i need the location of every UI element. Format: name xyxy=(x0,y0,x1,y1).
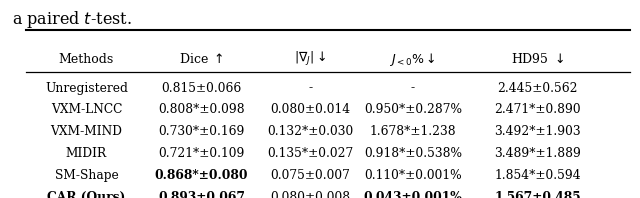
Text: 0.815±0.066: 0.815±0.066 xyxy=(161,82,242,95)
Text: MIDIR: MIDIR xyxy=(66,147,107,160)
Text: 0.132*±0.030: 0.132*±0.030 xyxy=(268,125,353,138)
Text: $|\nabla_J|\downarrow$: $|\nabla_J|\downarrow$ xyxy=(294,50,326,68)
Text: 1.567±0.485: 1.567±0.485 xyxy=(494,190,581,198)
Text: CAR (Ours): CAR (Ours) xyxy=(47,190,125,198)
Text: 1.678*±1.238: 1.678*±1.238 xyxy=(369,125,456,138)
Text: 0.080±0.008: 0.080±0.008 xyxy=(270,190,351,198)
Text: 0.730*±0.169: 0.730*±0.169 xyxy=(159,125,244,138)
Text: 0.808*±0.098: 0.808*±0.098 xyxy=(158,103,245,116)
Text: Unregistered: Unregistered xyxy=(45,82,128,95)
Text: 0.918*±0.538%: 0.918*±0.538% xyxy=(364,147,462,160)
Text: 0.950*±0.287%: 0.950*±0.287% xyxy=(364,103,462,116)
Text: 3.489*±1.889: 3.489*±1.889 xyxy=(494,147,581,160)
Text: Dice $\uparrow$: Dice $\uparrow$ xyxy=(179,52,224,66)
Text: 3.492*±1.903: 3.492*±1.903 xyxy=(494,125,581,138)
Text: -: - xyxy=(308,82,312,95)
Text: 0.893±0.067: 0.893±0.067 xyxy=(158,190,245,198)
Text: 1.854*±0.594: 1.854*±0.594 xyxy=(494,169,581,182)
Text: Methods: Methods xyxy=(59,53,114,66)
Text: 0.721*±0.109: 0.721*±0.109 xyxy=(159,147,244,160)
Text: VXM-LNCC: VXM-LNCC xyxy=(51,103,122,116)
Text: 2.471*±0.890: 2.471*±0.890 xyxy=(494,103,581,116)
Text: 0.135*±0.027: 0.135*±0.027 xyxy=(268,147,353,160)
Text: a paired $t$-test.: a paired $t$-test. xyxy=(12,9,131,30)
Text: -: - xyxy=(411,82,415,95)
Text: 0.868*±0.080: 0.868*±0.080 xyxy=(155,169,248,182)
Text: $J_{<0}\%\downarrow$: $J_{<0}\%\downarrow$ xyxy=(390,51,436,68)
Text: 0.043±0.001%: 0.043±0.001% xyxy=(364,190,462,198)
Text: VXM-MIND: VXM-MIND xyxy=(51,125,122,138)
Text: HD95 $\downarrow$: HD95 $\downarrow$ xyxy=(511,52,564,66)
Text: 2.445±0.562: 2.445±0.562 xyxy=(497,82,578,95)
Text: 0.075±0.007: 0.075±0.007 xyxy=(271,169,350,182)
Text: 0.110*±0.001%: 0.110*±0.001% xyxy=(364,169,461,182)
Text: SM-Shape: SM-Shape xyxy=(54,169,118,182)
Text: 0.080±0.014: 0.080±0.014 xyxy=(270,103,351,116)
